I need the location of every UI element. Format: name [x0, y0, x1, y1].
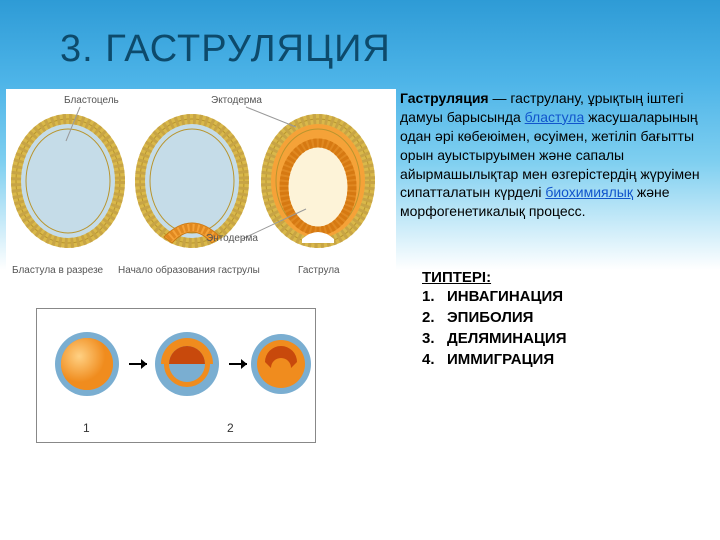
- right-column: Гаструляция — гаструлану, ұрықтың іштегі…: [400, 89, 720, 443]
- label-ectoderm: Эктодерма: [211, 95, 262, 106]
- types-title: ТИПТЕРІ:: [422, 269, 712, 286]
- types-list: ИНВАГИНАЦИЯ ЭПИБОЛИЯ ДЕЛЯМИНАЦИЯ ИММИГРА…: [422, 286, 712, 370]
- type-item: ИММИГРАЦИЯ: [422, 349, 712, 370]
- desc-term: Гаструляция: [400, 90, 489, 106]
- content-area: Бластоцель Эктодерма Энтодерма Бластула …: [0, 89, 720, 443]
- label-gastrula: Гаструла: [298, 265, 340, 276]
- label-num-1: 1: [83, 421, 90, 435]
- desc-sep: —: [489, 90, 511, 106]
- types-block: ТИПТЕРІ: ИНВАГИНАЦИЯ ЭПИБОЛИЯ ДЕЛЯМИНАЦИ…: [422, 269, 712, 370]
- diagram-gastrulation-stages: Бластоцель Эктодерма Энтодерма Бластула …: [6, 89, 396, 284]
- type-item: ЭПИБОЛИЯ: [422, 307, 712, 328]
- label-entoderm: Энтодерма: [206, 233, 258, 244]
- label-blastula-cut: Бластула в разрезе: [12, 265, 103, 276]
- type-item: ДЕЛЯМИНАЦИЯ: [422, 328, 712, 349]
- diagram-gastrulation-small: 1 2: [36, 308, 316, 443]
- link-blastula[interactable]: бластула: [525, 109, 585, 125]
- description-text: Гаструляция — гаструлану, ұрықтың іштегі…: [400, 89, 712, 221]
- link-biochem[interactable]: биохимиялық: [545, 184, 633, 200]
- left-column: Бластоцель Эктодерма Энтодерма Бластула …: [0, 89, 400, 443]
- slide-title: 3. ГАСТРУЛЯЦИЯ: [0, 0, 720, 71]
- label-begin-gastrula: Начало образования гаструлы: [118, 265, 260, 276]
- type-item: ИНВАГИНАЦИЯ: [422, 286, 712, 307]
- label-blastocoel: Бластоцель: [64, 95, 119, 106]
- label-num-2: 2: [227, 421, 234, 435]
